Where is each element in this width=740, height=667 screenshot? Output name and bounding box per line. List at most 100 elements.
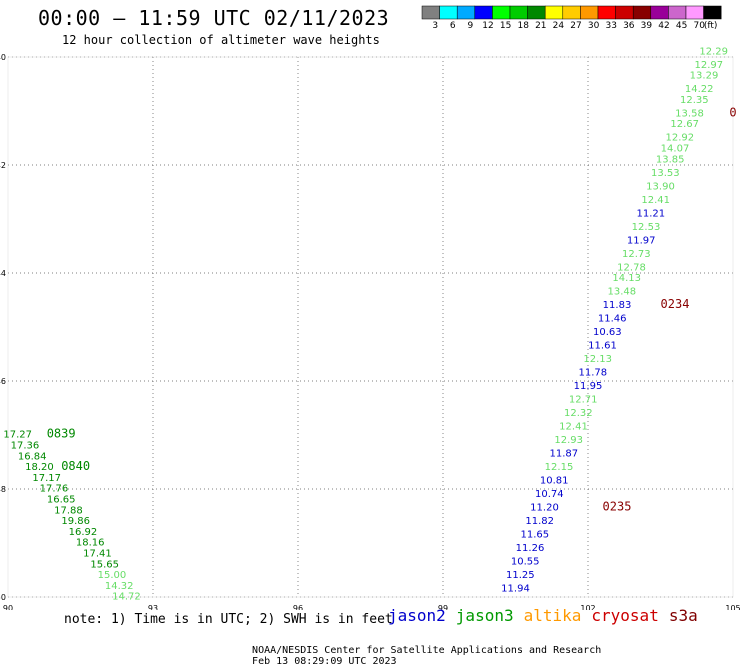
wave-height-point: 14.07 [661, 144, 690, 155]
wave-height-point: 14.32 [105, 581, 134, 592]
wave-height-point: 15.00 [98, 570, 127, 581]
wave-height-point: 12.29 [699, 46, 728, 57]
colorbar-label: 24 [553, 21, 565, 31]
wave-height-point: 12.53 [632, 222, 661, 233]
colorbar-label: 36 [623, 21, 635, 31]
wave-height-point: 11.95 [574, 381, 603, 392]
colorbar-swatch [615, 5, 634, 20]
wave-height-point: 11.94 [501, 584, 530, 595]
wave-height-chart: 3 6 9 12 15 18 21 24 27 30 33 36 39 42 45 70(ft)90 93 96 9… [0, 5, 740, 610]
colorbar-label: 9 [468, 21, 474, 31]
satellite-legend: jason2 jason3 altika cryosat s3a [388, 606, 708, 625]
wave-height-point: 11.20 [530, 503, 559, 514]
wave-height-point: 12.15 [545, 462, 574, 473]
pass-time-label: 0 [729, 105, 736, 119]
y-tick-label: -50 [0, 593, 6, 602]
colorbar-label: 3 [432, 21, 438, 31]
colorbar-swatch [421, 5, 440, 20]
x-tick-label: 96 [293, 604, 303, 610]
x-tick-label: 93 [148, 604, 158, 610]
wave-height-point: 13.85 [656, 154, 685, 165]
wave-height-point: 10.55 [511, 557, 540, 568]
legend-item-jason2: jason2 [388, 606, 446, 625]
pass-time-label: 0235 [603, 500, 632, 514]
wave-height-point: 12.41 [559, 422, 588, 433]
wave-height-point: 16.65 [47, 495, 76, 506]
wave-height-point: 17.88 [54, 505, 83, 516]
colorbar-swatch [632, 5, 652, 20]
wave-height-point: 11.61 [588, 341, 617, 352]
footer-credit: NOAA/NESDIS Center for Satellite Applica… [252, 645, 602, 656]
x-tick-label: 90 [3, 604, 13, 610]
wave-height-point: 11.21 [637, 208, 666, 219]
colorbar-label: 6 [450, 21, 456, 31]
colorbar-label: 42 [658, 21, 669, 31]
wave-height-point: 12.73 [622, 249, 651, 260]
colorbar-label: 27 [570, 21, 581, 31]
colorbar-label: 30 [588, 21, 600, 31]
wave-height-point: 10.81 [540, 476, 569, 487]
x-tick-label: 105 [725, 604, 740, 610]
wave-height-point: 13.90 [646, 181, 675, 192]
y-tick-label: -48 [0, 485, 6, 494]
colorbar-label: 33 [605, 21, 616, 31]
wave-height-point: 11.97 [627, 235, 656, 246]
wave-height-point: 12.78 [617, 262, 646, 273]
colorbar-label: 12 [482, 21, 493, 31]
colorbar-label: 70 [693, 21, 705, 31]
wave-height-point: 18.20 [25, 462, 54, 473]
wave-height-point: 18.16 [76, 538, 105, 549]
colorbar-swatch [580, 5, 599, 20]
colorbar-swatch [685, 5, 704, 20]
colorbar-swatch [474, 5, 493, 20]
wave-height-point: 17.36 [11, 441, 40, 452]
wave-height-point: 11.82 [525, 516, 554, 527]
wave-height-point: 14.72 [112, 592, 141, 603]
wave-height-point: 12.71 [569, 395, 598, 406]
colorbar-swatch [650, 5, 669, 20]
colorbar-swatch [509, 5, 528, 20]
legend-item-jason3: jason3 [455, 606, 514, 625]
wave-height-point: 16.92 [69, 527, 98, 538]
wave-height-point: 12.41 [641, 195, 670, 206]
colorbar-label: 21 [535, 21, 546, 31]
wave-height-point: 17.41 [83, 549, 112, 560]
wave-height-point: 12.93 [554, 435, 583, 446]
colorbar-swatch [456, 5, 476, 20]
legend-item-s3a: s3a [668, 606, 698, 625]
wave-height-point: 14.13 [612, 273, 641, 284]
wave-height-point: 11.46 [598, 314, 627, 325]
wave-height-point: 17.76 [40, 484, 69, 495]
footer: NOAA/NESDIS Center for Satellite Applica… [240, 634, 617, 667]
y-tick-label: -44 [0, 269, 6, 278]
wave-height-point: 12.92 [666, 133, 695, 144]
colorbar-label: 45 [676, 21, 687, 31]
colorbar-swatch [703, 5, 722, 20]
x-tick-label: 99 [438, 604, 448, 610]
wave-height-point: 11.78 [579, 368, 608, 379]
wave-height-point: 11.65 [521, 530, 550, 541]
legend-item-altika: altika [523, 606, 582, 625]
pass-time-label: 0839 [47, 427, 76, 441]
wave-height-point: 12.32 [564, 408, 593, 419]
note-text: note: 1) Time is in UTC; 2) SWH is in fe… [64, 612, 393, 627]
page-title: 00:00 – 11:59 UTC 02/11/2023 [38, 6, 390, 30]
legend-item-cryosat: cryosat [591, 606, 659, 625]
wave-height-point: 16.84 [18, 451, 47, 462]
wave-height-point: 11.83 [603, 300, 632, 311]
wave-height-point: 12.67 [670, 119, 699, 130]
wave-height-point: 17.27 [3, 430, 32, 441]
colorbar-label: 39 [641, 21, 653, 31]
wave-height-point: 13.29 [690, 71, 719, 82]
colorbar-label: (ft) [704, 21, 718, 31]
wave-height-point: 14.22 [685, 84, 714, 95]
wave-height-point: 12.13 [583, 354, 612, 365]
wave-height-point: 10.74 [535, 489, 564, 500]
footer-timestamp: Feb 13 08:29:09 UTC 2023 [252, 656, 397, 667]
wave-height-point: 12.97 [695, 60, 724, 71]
colorbar-swatch [597, 5, 616, 20]
wave-height-point: 15.65 [90, 559, 119, 570]
wave-height-point: 10.63 [593, 327, 622, 338]
pass-time-label: 0234 [661, 297, 690, 311]
pass-time-label: 0840 [61, 459, 90, 473]
